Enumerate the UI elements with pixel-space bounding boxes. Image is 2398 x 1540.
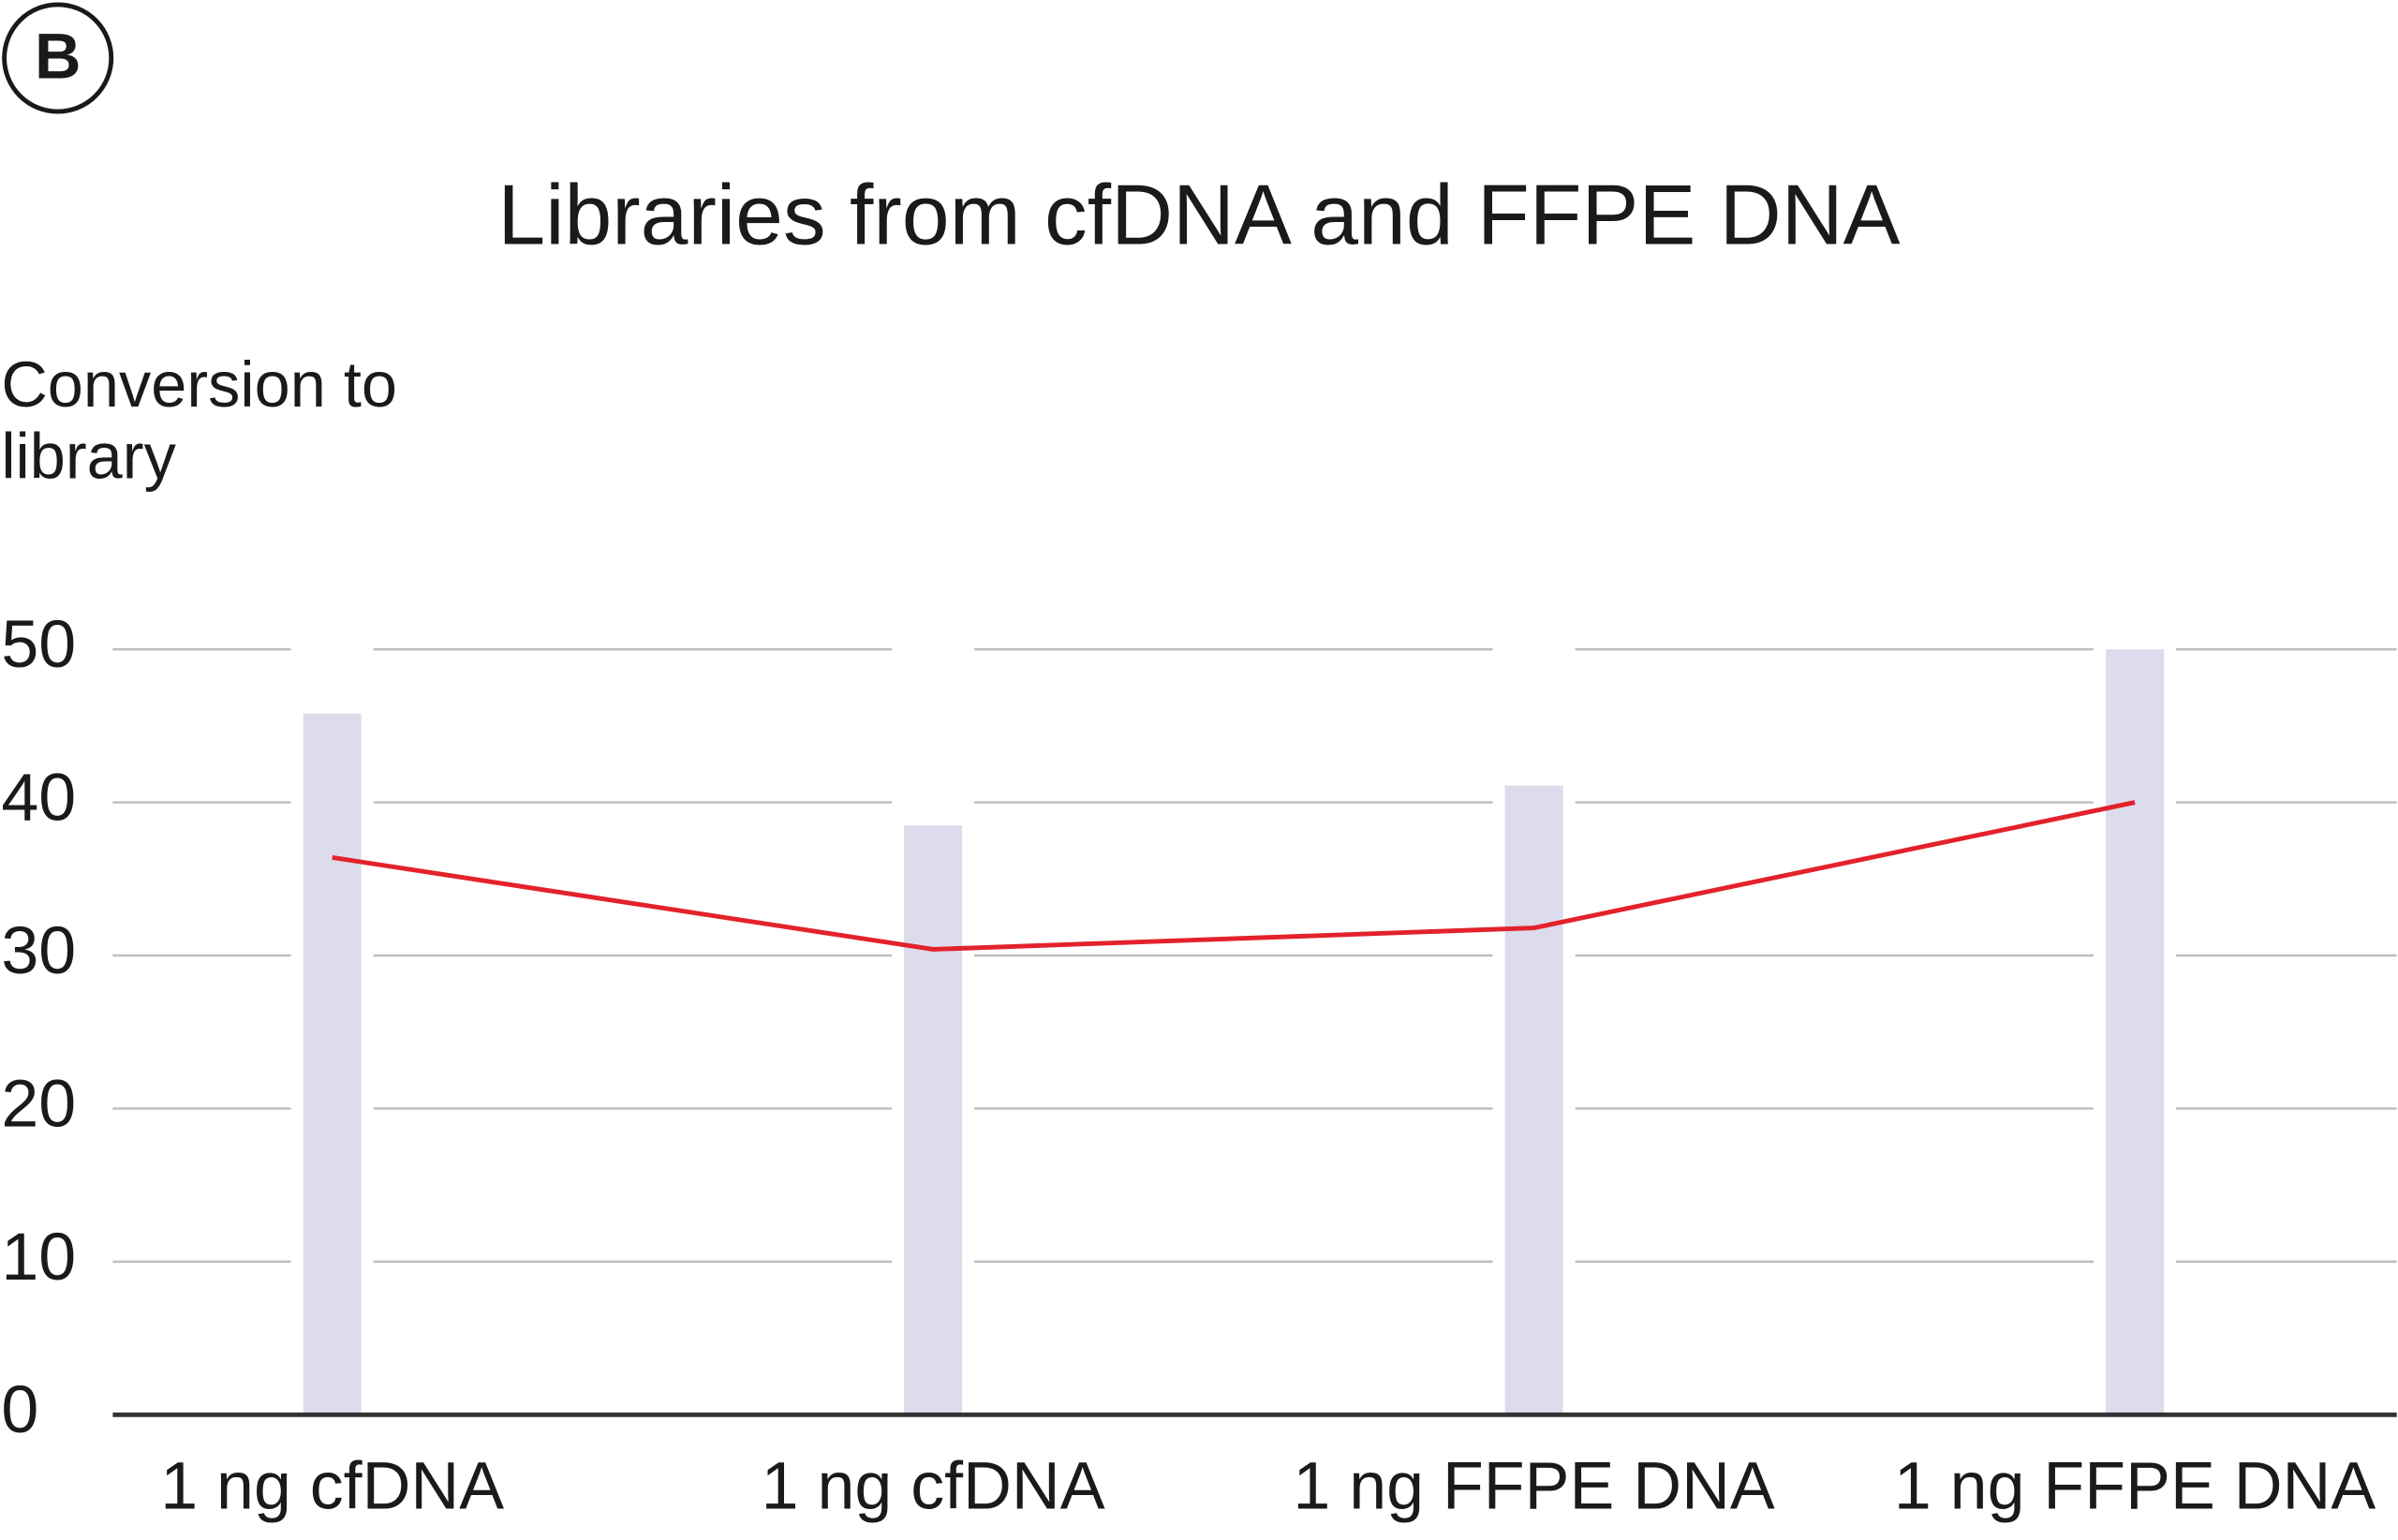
line: [332, 800, 2136, 952]
panel-label: B: [35, 20, 81, 92]
bar: [1504, 785, 1563, 1415]
y-axis-label: Conversion to: [1, 348, 397, 421]
x-tick-label: 1 ng FFPE DNA: [1894, 1449, 2376, 1524]
y-tick-label: 40: [1, 761, 76, 836]
y-tick-label: 0: [1, 1372, 38, 1447]
x-tick-label: 1 ng cfDNA: [762, 1449, 1105, 1524]
y-tick-label: 30: [1, 913, 76, 988]
x-tick-label: 1 ng cfDNA: [160, 1449, 504, 1524]
y-axis-label: library: [1, 421, 176, 493]
bar: [2106, 649, 2165, 1415]
chart-title: Libraries from cfDNA and FFPE DNA: [497, 168, 1900, 263]
y-tick-label: 10: [1, 1220, 76, 1295]
panel-badge: [2, 2, 114, 114]
bar: [303, 713, 362, 1415]
bar: [904, 825, 963, 1415]
y-tick-label: 20: [1, 1066, 76, 1141]
x-tick-label: 1 ng FFPE DNA: [1293, 1449, 1775, 1524]
y-tick-label: 50: [1, 607, 76, 682]
